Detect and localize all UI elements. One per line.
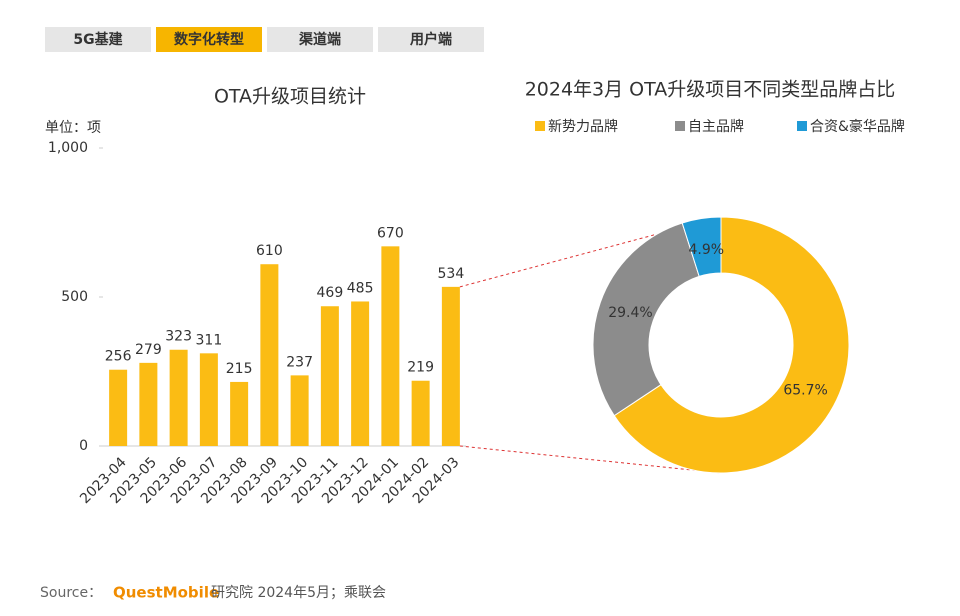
data-label: 256 [105,349,132,365]
data-label: 534 [438,266,465,282]
bar [381,246,400,446]
data-label: 670 [377,225,404,241]
data-label: 219 [407,360,434,376]
data-label: 485 [347,280,374,296]
tab-label[interactable]: 用户端 [410,31,452,48]
source-brand: QuestMobile [113,584,219,602]
connector [459,445,722,474]
tab[interactable] [267,27,373,52]
tab[interactable] [156,27,262,52]
bar [230,381,249,446]
data-label: 279 [135,342,162,358]
legend-label: 合资&豪华品牌 [810,118,905,135]
tab-label[interactable]: 5G基建 [73,31,122,48]
data-label: 4.9% [688,242,724,258]
bar [441,286,460,446]
source-label: Source： [40,585,102,601]
tab-label[interactable]: 渠道端 [298,31,341,48]
bar [351,301,370,446]
donut-segment [613,216,850,474]
chart-title: OTA升级项目统计 [214,86,366,108]
legend-swatch [797,121,807,131]
bar [320,306,339,446]
y-tick-label: 500 [61,289,88,305]
tab-label[interactable]: 数字化转型 [174,31,244,48]
bar [260,264,279,446]
data-label: 29.4% [608,305,652,321]
bar [411,380,430,446]
legend-swatch [535,121,545,131]
donut-segment [681,216,722,278]
tab[interactable] [45,27,151,52]
bar [109,369,128,446]
y-tick-label: 1,000 [48,140,88,156]
bar [139,362,158,446]
tab[interactable] [378,27,484,52]
data-label: 65.7% [783,382,827,398]
legend-label: 新势力品牌 [548,118,618,135]
data-label: 610 [256,243,283,259]
unit-label: 单位：项 [45,120,101,136]
y-tick-label: 0 [79,438,88,454]
data-label: 323 [165,329,192,345]
source-text: 研究院 2024年5月；乘联会 [211,585,386,601]
legend-swatch [675,121,685,131]
data-label: 215 [226,361,253,377]
data-label: 469 [317,285,344,301]
donut-segment [592,222,700,417]
bar [290,375,309,446]
legend-label: 自主品牌 [688,118,744,135]
data-label: 311 [196,332,223,348]
bar [169,349,188,446]
data-label: 237 [286,354,313,370]
chart-title: 2024年3月 OTA升级项目不同类型品牌占比 [525,79,896,101]
bar [199,353,218,446]
